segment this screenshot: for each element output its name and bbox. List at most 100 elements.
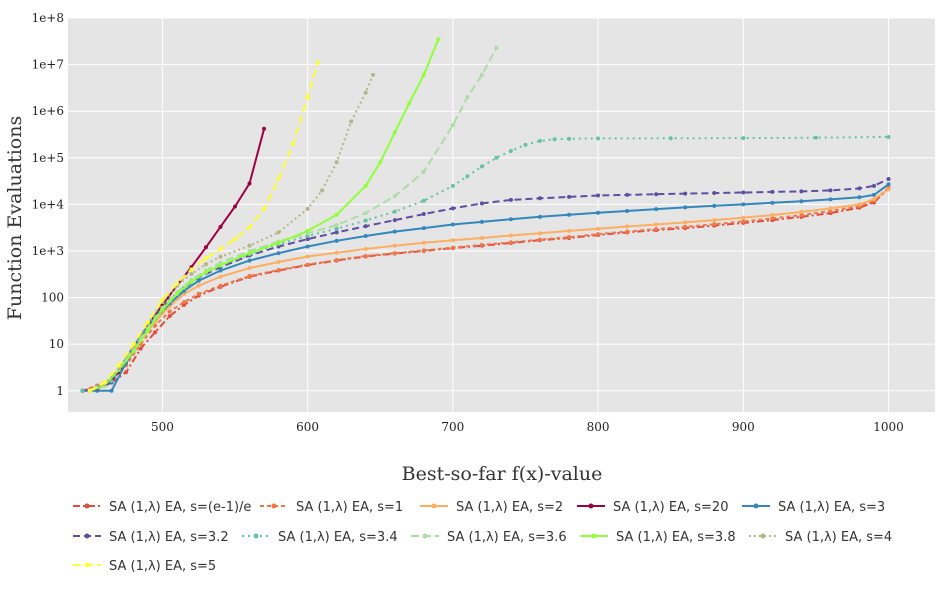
legend-marker xyxy=(431,503,437,509)
data-point xyxy=(305,237,310,242)
data-point xyxy=(109,388,114,393)
data-point xyxy=(276,230,281,235)
data-point xyxy=(305,244,310,249)
data-point xyxy=(145,319,150,324)
data-point xyxy=(421,72,426,77)
data-point xyxy=(450,238,455,243)
data-point xyxy=(450,123,455,128)
data-point xyxy=(741,215,746,220)
legend-item[interactable]: SA (1,λ) EA, s=3.2 xyxy=(73,530,229,545)
x-tick-label: 700 xyxy=(441,420,464,434)
data-point xyxy=(479,242,484,247)
data-point xyxy=(305,206,310,211)
data-point xyxy=(167,314,172,319)
data-point xyxy=(712,218,717,223)
y-tick-label: 1 xyxy=(56,384,64,398)
data-point xyxy=(203,256,208,261)
legend-item[interactable]: SA (1,λ) EA, s=1 xyxy=(260,500,403,515)
data-point xyxy=(537,231,542,236)
data-point xyxy=(552,137,557,142)
data-point xyxy=(537,138,542,143)
data-point xyxy=(131,342,136,347)
data-point xyxy=(392,209,397,214)
data-point xyxy=(450,222,455,227)
series-10 xyxy=(87,60,320,393)
data-point xyxy=(625,209,630,214)
legend-label: SA (1,λ) EA, s=3.4 xyxy=(278,530,398,545)
data-point xyxy=(363,90,368,95)
grid xyxy=(68,17,935,412)
data-point xyxy=(174,291,179,296)
data-point xyxy=(189,267,194,272)
data-point xyxy=(799,209,804,214)
data-point xyxy=(886,177,891,182)
data-point xyxy=(363,224,368,229)
data-point xyxy=(828,197,833,202)
series-line xyxy=(89,62,319,392)
legend-item[interactable]: SA (1,λ) EA, s=3.6 xyxy=(411,530,567,545)
data-point xyxy=(421,240,426,245)
data-point xyxy=(567,212,572,217)
data-point xyxy=(305,95,310,100)
data-point xyxy=(262,126,267,131)
legend-label: SA (1,λ) EA, s=3 xyxy=(778,500,885,515)
legend-marker xyxy=(591,533,597,539)
legend-item[interactable]: SA (1,λ) EA, s=4 xyxy=(749,530,892,545)
legend-label: SA (1,λ) EA, s=3.6 xyxy=(447,530,567,545)
data-point xyxy=(567,235,572,240)
legend-item[interactable]: SA (1,λ) EA, s=3 xyxy=(742,500,885,515)
data-point xyxy=(247,243,252,248)
data-point xyxy=(131,349,136,354)
data-point xyxy=(872,183,877,188)
data-point xyxy=(654,207,659,212)
data-point xyxy=(276,259,281,264)
data-point xyxy=(203,262,208,267)
legend-item[interactable]: SA (1,λ) EA, s=5 xyxy=(73,559,216,574)
legend-item[interactable]: SA (1,λ) EA, s=3.8 xyxy=(580,530,736,545)
data-point xyxy=(305,228,310,233)
data-point xyxy=(494,45,499,50)
data-point xyxy=(247,181,252,186)
series-line xyxy=(89,38,440,392)
data-point xyxy=(625,229,630,234)
legend-item[interactable]: SA (1,λ) EA, s=20 xyxy=(577,500,728,515)
data-point xyxy=(741,219,746,224)
data-point xyxy=(421,248,426,253)
data-point xyxy=(392,194,397,199)
data-point xyxy=(167,309,172,314)
data-point xyxy=(625,224,630,229)
data-point xyxy=(196,291,201,296)
data-point xyxy=(508,197,513,202)
data-point xyxy=(537,237,542,242)
data-point xyxy=(712,222,717,227)
data-point xyxy=(262,206,267,211)
data-point xyxy=(116,363,121,368)
data-point xyxy=(196,283,201,288)
data-point xyxy=(479,219,484,224)
data-point xyxy=(596,210,601,215)
legend-marker xyxy=(271,503,277,509)
data-point xyxy=(407,100,412,105)
data-point xyxy=(857,202,862,207)
data-point xyxy=(363,254,368,259)
data-point xyxy=(872,192,877,197)
data-point xyxy=(378,160,383,165)
data-point xyxy=(421,226,426,231)
series-line xyxy=(82,186,890,392)
data-point xyxy=(196,278,201,283)
data-point xyxy=(596,232,601,237)
data-point xyxy=(654,227,659,232)
data-point xyxy=(124,370,129,375)
legend-item[interactable]: SA (1,λ) EA, s=(e-1)/e xyxy=(73,500,251,515)
data-point xyxy=(770,189,775,194)
data-point xyxy=(363,218,368,223)
legend-label: SA (1,λ) EA, s=1 xyxy=(296,500,403,515)
data-point xyxy=(203,270,208,275)
data-point xyxy=(334,230,339,235)
x-tick-label: 800 xyxy=(587,420,610,434)
data-point xyxy=(182,300,187,305)
legend-item[interactable]: SA (1,λ) EA, s=2 xyxy=(420,500,563,515)
data-point xyxy=(276,251,281,256)
legend-item[interactable]: SA (1,λ) EA, s=3.4 xyxy=(242,530,398,545)
data-point xyxy=(537,196,542,201)
